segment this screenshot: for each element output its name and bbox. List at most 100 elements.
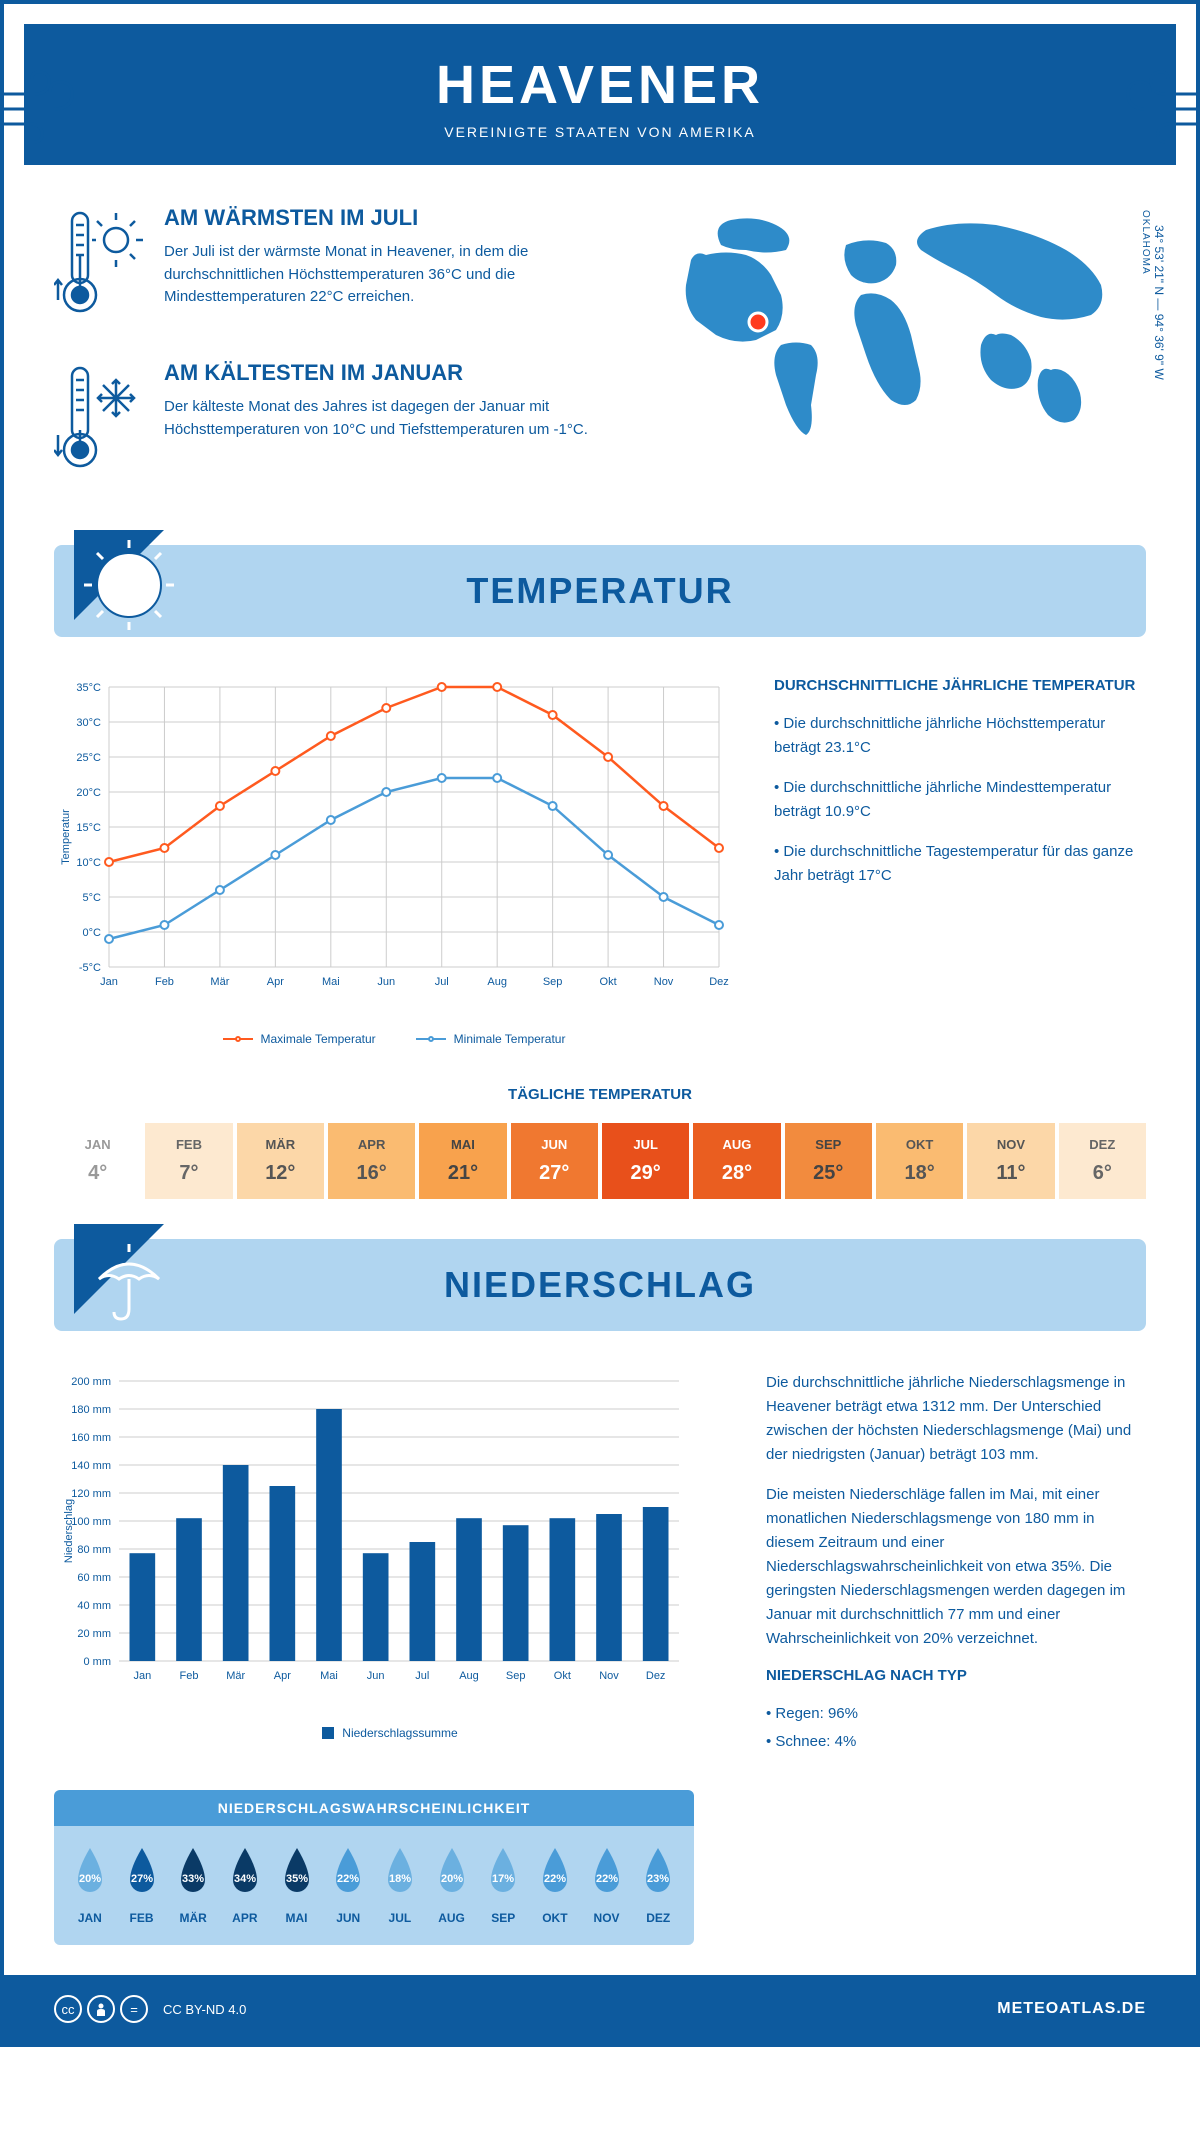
svg-text:200 mm: 200 mm bbox=[71, 1376, 111, 1388]
probability-drop: 17%SEP bbox=[477, 1846, 529, 1925]
precipitation-banner: NIEDERSCHLAG bbox=[54, 1239, 1146, 1331]
thermometer-snow-icon bbox=[54, 360, 144, 480]
svg-text:Niederschlag: Niederschlag bbox=[63, 1499, 75, 1563]
svg-text:23%: 23% bbox=[647, 1873, 669, 1885]
svg-text:30°C: 30°C bbox=[76, 717, 101, 729]
probability-drop: 22%NOV bbox=[581, 1846, 633, 1925]
svg-text:22%: 22% bbox=[337, 1873, 359, 1885]
sun-icon bbox=[74, 530, 184, 640]
coldest-title: AM KÄLTESTEN IM JANUAR bbox=[164, 360, 626, 386]
probability-drop: 22%OKT bbox=[529, 1846, 581, 1925]
svg-text:100 mm: 100 mm bbox=[71, 1516, 111, 1528]
svg-text:-5°C: -5°C bbox=[79, 962, 101, 974]
svg-text:Jan: Jan bbox=[100, 976, 118, 988]
country-subtitle: VEREINIGTE STAATEN VON AMERIKA bbox=[24, 124, 1176, 140]
by-icon bbox=[87, 1995, 115, 2023]
coldest-text: Der kälteste Monat des Jahres ist dagege… bbox=[164, 396, 626, 441]
coordinates: 34° 53' 21" N — 94° 36' 9" W bbox=[1152, 225, 1166, 380]
probability-drop: 18%JUL bbox=[374, 1846, 426, 1925]
svg-text:20°C: 20°C bbox=[76, 787, 101, 799]
legend-min: Minimale Temperatur bbox=[454, 1032, 566, 1046]
thermometer-sun-icon bbox=[54, 205, 144, 325]
svg-text:27%: 27% bbox=[130, 1873, 152, 1885]
svg-text:20 mm: 20 mm bbox=[77, 1628, 111, 1640]
svg-text:0°C: 0°C bbox=[83, 927, 102, 939]
svg-text:Apr: Apr bbox=[274, 1670, 291, 1682]
svg-text:Sep: Sep bbox=[506, 1670, 526, 1682]
daily-temperature: TÄGLICHE TEMPERATUR JAN4°FEB7°MÄR12°APR1… bbox=[4, 1086, 1196, 1239]
avg-daily: • Die durchschnittliche Tagestemperatur … bbox=[774, 840, 1146, 888]
svg-text:15°C: 15°C bbox=[76, 822, 101, 834]
daily-temp-cell: APR16° bbox=[328, 1123, 415, 1199]
legend-max: Maximale Temperatur bbox=[261, 1032, 376, 1046]
intro-section: AM WÄRMSTEN IM JULI Der Juli ist der wär… bbox=[4, 165, 1196, 545]
svg-text:180 mm: 180 mm bbox=[71, 1404, 111, 1416]
precip-text2: Die meisten Niederschläge fallen im Mai,… bbox=[766, 1483, 1146, 1651]
svg-text:Feb: Feb bbox=[180, 1670, 199, 1682]
svg-text:Aug: Aug bbox=[487, 976, 507, 988]
prob-title: NIEDERSCHLAGSWAHRSCHEINLICHKEIT bbox=[54, 1790, 694, 1826]
svg-text:Jun: Jun bbox=[367, 1670, 385, 1682]
svg-text:Okt: Okt bbox=[554, 1670, 571, 1682]
temperature-content: -5°C0°C5°C10°C15°C20°C25°C30°C35°CJanFeb… bbox=[4, 637, 1196, 1086]
nd-icon: = bbox=[120, 1995, 148, 2023]
cc-icons: cc = bbox=[54, 1995, 148, 2023]
svg-text:Jul: Jul bbox=[435, 976, 449, 988]
umbrella-icon bbox=[74, 1224, 184, 1334]
svg-text:40 mm: 40 mm bbox=[77, 1600, 111, 1612]
wind-icon bbox=[0, 64, 104, 144]
location-marker-icon bbox=[749, 313, 767, 331]
probability-drop: 35%MAI bbox=[271, 1846, 323, 1925]
climate-infographic: HEAVENER VEREINIGTE STAATEN VON AMERIKA bbox=[0, 0, 1200, 2047]
svg-text:25°C: 25°C bbox=[76, 752, 101, 764]
svg-text:Dez: Dez bbox=[709, 976, 729, 988]
svg-text:Apr: Apr bbox=[267, 976, 284, 988]
daily-temp-cell: AUG28° bbox=[693, 1123, 780, 1199]
legend-sum: Niederschlagssumme bbox=[342, 1726, 457, 1740]
probability-drop: 22%JUN bbox=[322, 1846, 374, 1925]
probability-drop: 34%APR bbox=[219, 1846, 271, 1925]
svg-text:Nov: Nov bbox=[654, 976, 674, 988]
svg-text:20%: 20% bbox=[79, 1873, 101, 1885]
svg-text:10°C: 10°C bbox=[76, 857, 101, 869]
daily-temp-cell: DEZ6° bbox=[1059, 1123, 1146, 1199]
header-banner: HEAVENER VEREINIGTE STAATEN VON AMERIKA bbox=[24, 24, 1176, 165]
avg-max: • Die durchschnittliche jährliche Höchst… bbox=[774, 712, 1146, 760]
daily-temp-cell: MÄR12° bbox=[237, 1123, 324, 1199]
daily-temp-cell: OKT18° bbox=[876, 1123, 963, 1199]
temperature-line-chart: -5°C0°C5°C10°C15°C20°C25°C30°C35°CJanFeb… bbox=[54, 677, 734, 1017]
coldest-block: AM KÄLTESTEN IM JANUAR Der kälteste Mona… bbox=[54, 360, 626, 485]
daily-temp-cell: JUL29° bbox=[602, 1123, 689, 1199]
precipitation-probability: NIEDERSCHLAGSWAHRSCHEINLICHKEIT 20%JAN27… bbox=[54, 1790, 694, 1945]
daily-temp-cell: FEB7° bbox=[145, 1123, 232, 1199]
precip-text1: Die durchschnittliche jährliche Niedersc… bbox=[766, 1371, 1146, 1467]
svg-text:Mär: Mär bbox=[210, 976, 229, 988]
world-map: OKLAHOMA 34° 53' 21" N — 94° 36' 9" W bbox=[666, 205, 1146, 515]
probability-drop: 27%FEB bbox=[116, 1846, 168, 1925]
avg-temp-title: DURCHSCHNITTLICHE JÄHRLICHE TEMPERATUR bbox=[774, 677, 1146, 694]
svg-text:0 mm: 0 mm bbox=[84, 1656, 112, 1668]
section-title: NIEDERSCHLAG bbox=[54, 1264, 1146, 1306]
svg-text:22%: 22% bbox=[544, 1873, 566, 1885]
svg-text:22%: 22% bbox=[596, 1873, 618, 1885]
svg-text:35°C: 35°C bbox=[76, 682, 101, 694]
svg-text:60 mm: 60 mm bbox=[77, 1572, 111, 1584]
svg-text:Sep: Sep bbox=[543, 976, 563, 988]
warmest-text: Der Juli ist der wärmste Monat in Heaven… bbox=[164, 241, 626, 309]
chart-legend: Maximale Temperatur Minimale Temperatur bbox=[54, 1032, 734, 1046]
daily-temp-cell: SEP25° bbox=[785, 1123, 872, 1199]
avg-min: • Die durchschnittliche jährliche Mindes… bbox=[774, 776, 1146, 824]
svg-text:Nov: Nov bbox=[599, 1670, 619, 1682]
state-label: OKLAHOMA bbox=[1140, 210, 1151, 275]
svg-text:160 mm: 160 mm bbox=[71, 1432, 111, 1444]
license-text: CC BY-ND 4.0 bbox=[163, 2002, 246, 2017]
svg-text:34%: 34% bbox=[234, 1873, 256, 1885]
svg-text:120 mm: 120 mm bbox=[71, 1488, 111, 1500]
warmest-title: AM WÄRMSTEN IM JULI bbox=[164, 205, 626, 231]
site-name: METEOATLAS.DE bbox=[997, 2000, 1146, 2018]
svg-text:Mär: Mär bbox=[226, 1670, 245, 1682]
footer: cc = CC BY-ND 4.0 METEOATLAS.DE bbox=[4, 1975, 1196, 2043]
svg-text:140 mm: 140 mm bbox=[71, 1460, 111, 1472]
section-title: TEMPERATUR bbox=[54, 570, 1146, 612]
daily-temp-cell: JAN4° bbox=[54, 1123, 141, 1199]
